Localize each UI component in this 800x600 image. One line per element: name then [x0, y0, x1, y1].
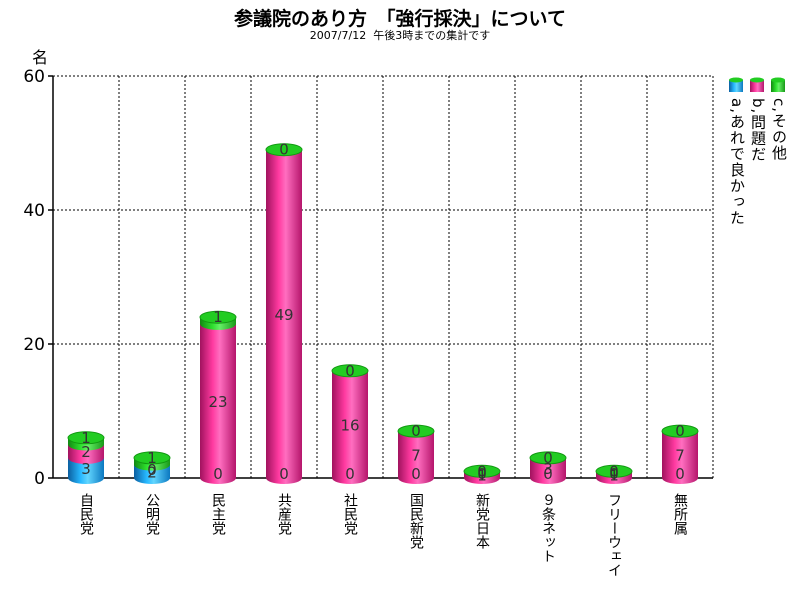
legend-swatch-cap — [729, 77, 743, 83]
data-label-a: 0 — [609, 465, 619, 483]
x-tick-label: 国民新党 — [408, 493, 424, 549]
x-tick-label: ９条ネット — [540, 493, 556, 563]
x-tick-label: 社民党 — [342, 493, 358, 535]
y-tick-label: 0 — [34, 469, 45, 489]
x-tick-label: 新党日本 — [474, 493, 490, 549]
bar-segment-a — [68, 457, 104, 484]
data-label-c: 0 — [609, 462, 619, 480]
data-label-c: 0 — [675, 422, 685, 440]
legend-swatch-c — [771, 80, 785, 92]
bar-group: 321 — [67, 429, 105, 484]
bar-top-cap — [463, 464, 501, 478]
data-label-c: 0 — [543, 449, 553, 467]
y-tick-label: 40 — [23, 201, 45, 221]
data-label-a: 0 — [279, 465, 289, 483]
x-tick-label: 共産党 — [276, 493, 292, 535]
data-label-a: 0 — [543, 465, 553, 483]
x-tick-label: 無所属 — [672, 493, 688, 535]
bar-group: 300 — [529, 449, 567, 484]
bar-top-cap — [529, 451, 567, 465]
bar-group: 700 — [397, 422, 435, 484]
data-label-c: 0 — [411, 422, 421, 440]
bar-group: 100 — [595, 462, 633, 485]
data-label-c: 1 — [81, 429, 91, 447]
grid-lines — [53, 75, 714, 478]
data-label-c: 1 — [213, 308, 223, 326]
bar-segment-b — [266, 149, 302, 484]
legend-swatch-cap — [750, 77, 764, 83]
bar-top-cap — [331, 364, 369, 378]
chart-title: 参議院のあり方 「強行採決」について — [234, 8, 566, 30]
bar-group: 201 — [133, 449, 171, 484]
y-tick-label: 20 — [23, 335, 45, 355]
y-tick-label: 60 — [23, 67, 45, 87]
data-label-c: 0 — [477, 462, 487, 480]
data-label-a: 0 — [213, 465, 223, 483]
data-label-b: 49 — [274, 306, 293, 324]
data-label-b: 3 — [543, 460, 553, 478]
bar-group: 49 0 0 — [265, 141, 303, 484]
bar-segment-b — [398, 431, 434, 484]
legend-swatch-a — [729, 80, 743, 92]
data-label-a: 0 — [345, 465, 355, 483]
data-label-b: 7 — [411, 447, 421, 465]
x-tick-label: フリーウェイ — [606, 493, 622, 577]
y-axis-label: 名 — [32, 48, 49, 67]
legend — [729, 77, 785, 92]
data-label-a: 3 — [81, 460, 91, 478]
data-label-c: 0 — [279, 141, 289, 159]
bar-group: 100 — [463, 462, 501, 485]
data-label-a: 0 — [675, 465, 685, 483]
data-label-c: 1 — [147, 449, 157, 467]
chart-subtitle: 2007/7/12 午後3時までの集計です — [309, 29, 491, 42]
legend-swatch-b — [750, 80, 764, 92]
bar-segment-b — [332, 370, 368, 484]
legend-label-a: a,あれで良かった — [728, 98, 746, 226]
bar-top-cap — [661, 424, 699, 438]
data-label-a: 0 — [411, 465, 421, 483]
x-tick-label: 公明党 — [144, 493, 160, 535]
legend-label-b: b,問題だ — [749, 98, 767, 163]
legend-swatch-cap — [771, 77, 785, 83]
data-label-b: 23 — [208, 393, 227, 411]
data-label-b: 7 — [675, 447, 685, 465]
bar-segment-b — [662, 431, 698, 484]
legend-label-c: c,その他 — [770, 98, 788, 162]
bar-top-cap — [595, 464, 633, 478]
bar-segment-b — [530, 457, 566, 484]
x-tick-label: 自民党 — [78, 493, 94, 535]
data-label-b: 1 — [477, 467, 487, 485]
bar-group: 23 1 0 — [199, 308, 237, 484]
data-label-a: 2 — [147, 463, 157, 481]
data-label-b: 1 — [609, 467, 619, 485]
bar-top-cap — [199, 310, 237, 324]
bar-segment-b — [200, 323, 236, 484]
data-label-b: 2 — [81, 443, 91, 461]
bar-top-cap — [265, 143, 303, 157]
bar-top-cap — [67, 431, 105, 445]
bar-top-cap — [397, 424, 435, 438]
bar-top-cap — [133, 451, 171, 465]
bar-group: 700 — [661, 422, 699, 484]
data-label-b: 16 — [340, 416, 359, 434]
data-label-c: 0 — [345, 362, 355, 380]
x-tick-label: 民主党 — [210, 493, 226, 535]
data-label-b: 0 — [147, 461, 157, 479]
data-label-a: 0 — [477, 465, 487, 483]
